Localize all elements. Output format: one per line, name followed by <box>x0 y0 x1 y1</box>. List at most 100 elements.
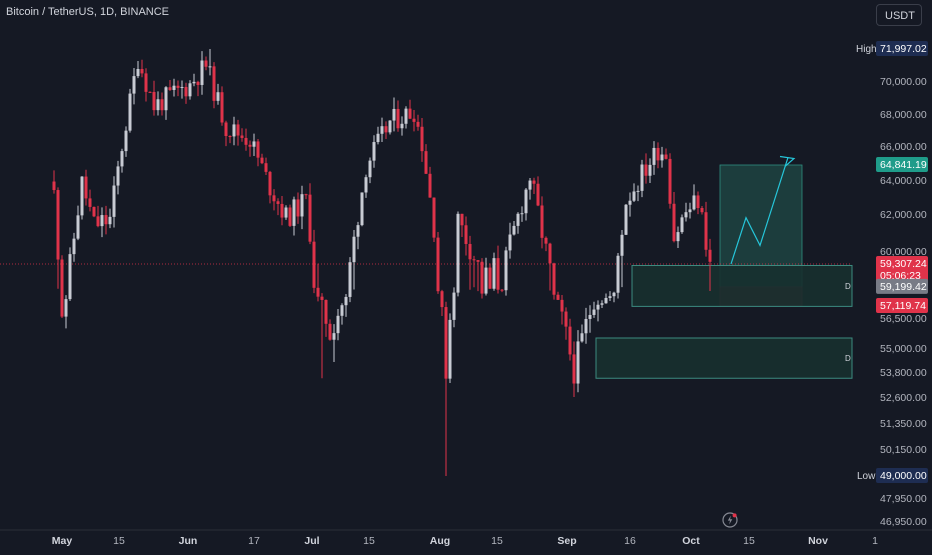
candle-body[interactable] <box>376 133 380 143</box>
candle-body[interactable] <box>292 199 296 226</box>
candle-body[interactable] <box>476 260 480 262</box>
candle-body[interactable] <box>220 92 224 123</box>
candle-body[interactable] <box>140 69 144 74</box>
candle-body[interactable] <box>320 296 324 300</box>
candle-body[interactable] <box>676 232 680 242</box>
candle-body[interactable] <box>88 198 92 207</box>
candle-body[interactable] <box>316 287 320 297</box>
candle-body[interactable] <box>492 258 496 289</box>
candle-body[interactable] <box>280 203 284 218</box>
candle-body[interactable] <box>148 91 152 93</box>
candle-body[interactable] <box>604 297 608 304</box>
candle-body[interactable] <box>84 176 88 199</box>
candle-body[interactable] <box>72 238 76 255</box>
candle-body[interactable] <box>344 296 348 306</box>
candle-body[interactable] <box>244 137 248 145</box>
candle-body[interactable] <box>364 177 368 193</box>
candle-body[interactable] <box>428 173 432 198</box>
candle-body[interactable] <box>164 87 168 111</box>
demand-zone[interactable] <box>631 264 853 307</box>
candle-body[interactable] <box>424 151 428 174</box>
candle-body[interactable] <box>652 147 656 165</box>
candle-body[interactable] <box>664 154 668 159</box>
candle-body[interactable] <box>324 299 328 324</box>
candle-body[interactable] <box>360 192 364 226</box>
candle-body[interactable] <box>268 171 272 196</box>
candle-body[interactable] <box>700 208 704 213</box>
candle-body[interactable] <box>328 323 332 340</box>
candle-body[interactable] <box>704 212 708 250</box>
candle-body[interactable] <box>460 213 464 226</box>
candle-body[interactable] <box>188 83 192 97</box>
candle-body[interactable] <box>156 99 160 111</box>
candle-body[interactable] <box>152 91 156 111</box>
candle-body[interactable] <box>228 135 232 137</box>
candle-body[interactable] <box>576 341 580 384</box>
candle-body[interactable] <box>80 176 84 216</box>
candle-body[interactable] <box>372 142 376 161</box>
candle-body[interactable] <box>696 195 700 209</box>
candle-body[interactable] <box>616 255 620 293</box>
candle-body[interactable] <box>196 81 200 85</box>
candle-body[interactable] <box>420 126 424 152</box>
candle-body[interactable] <box>408 108 412 119</box>
candle-body[interactable] <box>556 294 560 300</box>
candle-body[interactable] <box>516 213 520 226</box>
candle-body[interactable] <box>528 180 532 190</box>
candle-body[interactable] <box>224 122 228 136</box>
candle-body[interactable] <box>412 118 416 122</box>
candle-body[interactable] <box>680 217 684 233</box>
candle-body[interactable] <box>340 305 344 316</box>
candle-body[interactable] <box>248 144 252 147</box>
candle-body[interactable] <box>512 225 516 235</box>
candle-body[interactable] <box>276 201 280 204</box>
candle-body[interactable] <box>272 195 276 202</box>
candle-body[interactable] <box>128 93 132 131</box>
candle-body[interactable] <box>536 183 540 206</box>
candle-body[interactable] <box>100 215 104 227</box>
candle-body[interactable] <box>440 291 444 308</box>
candle-body[interactable] <box>416 121 420 127</box>
candle-body[interactable] <box>396 108 400 129</box>
candle-body[interactable] <box>632 191 636 201</box>
candle-body[interactable] <box>572 354 576 384</box>
candle-body[interactable] <box>600 303 604 305</box>
candle-body[interactable] <box>620 234 624 256</box>
candle-body[interactable] <box>368 160 372 178</box>
candle-body[interactable] <box>524 189 528 214</box>
projection-path[interactable] <box>730 157 789 265</box>
candle-body[interactable] <box>636 190 640 192</box>
candle-body[interactable] <box>232 124 236 137</box>
candle-body[interactable] <box>464 225 468 244</box>
candle-body[interactable] <box>76 215 80 239</box>
candle-body[interactable] <box>644 164 648 176</box>
candle-body[interactable] <box>708 249 712 262</box>
candle-body[interactable] <box>264 163 268 172</box>
candle-body[interactable] <box>68 254 72 300</box>
candle-body[interactable] <box>300 194 304 217</box>
candle-body[interactable] <box>432 197 436 238</box>
candle-body[interactable] <box>588 314 592 319</box>
candle-body[interactable] <box>176 85 180 88</box>
candle-body[interactable] <box>640 164 644 191</box>
candle-body[interactable] <box>484 267 488 294</box>
candle-body[interactable] <box>92 206 96 217</box>
candle-body[interactable] <box>692 195 696 210</box>
candle-body[interactable] <box>212 66 216 101</box>
candle-body[interactable] <box>544 237 548 244</box>
candle-body[interactable] <box>592 309 596 315</box>
candle-body[interactable] <box>116 166 120 186</box>
candle-body[interactable] <box>96 216 100 227</box>
candle-body[interactable] <box>552 263 556 295</box>
candle-body[interactable] <box>256 141 260 158</box>
candle-body[interactable] <box>304 194 308 196</box>
candle-body[interactable] <box>436 237 440 292</box>
candle-body[interactable] <box>124 130 128 152</box>
candle-body[interactable] <box>504 250 508 291</box>
candle-body[interactable] <box>312 241 316 288</box>
candle-body[interactable] <box>180 86 184 88</box>
candle-body[interactable] <box>216 92 220 101</box>
candle-body[interactable] <box>448 319 452 379</box>
candle-body[interactable] <box>236 124 240 136</box>
